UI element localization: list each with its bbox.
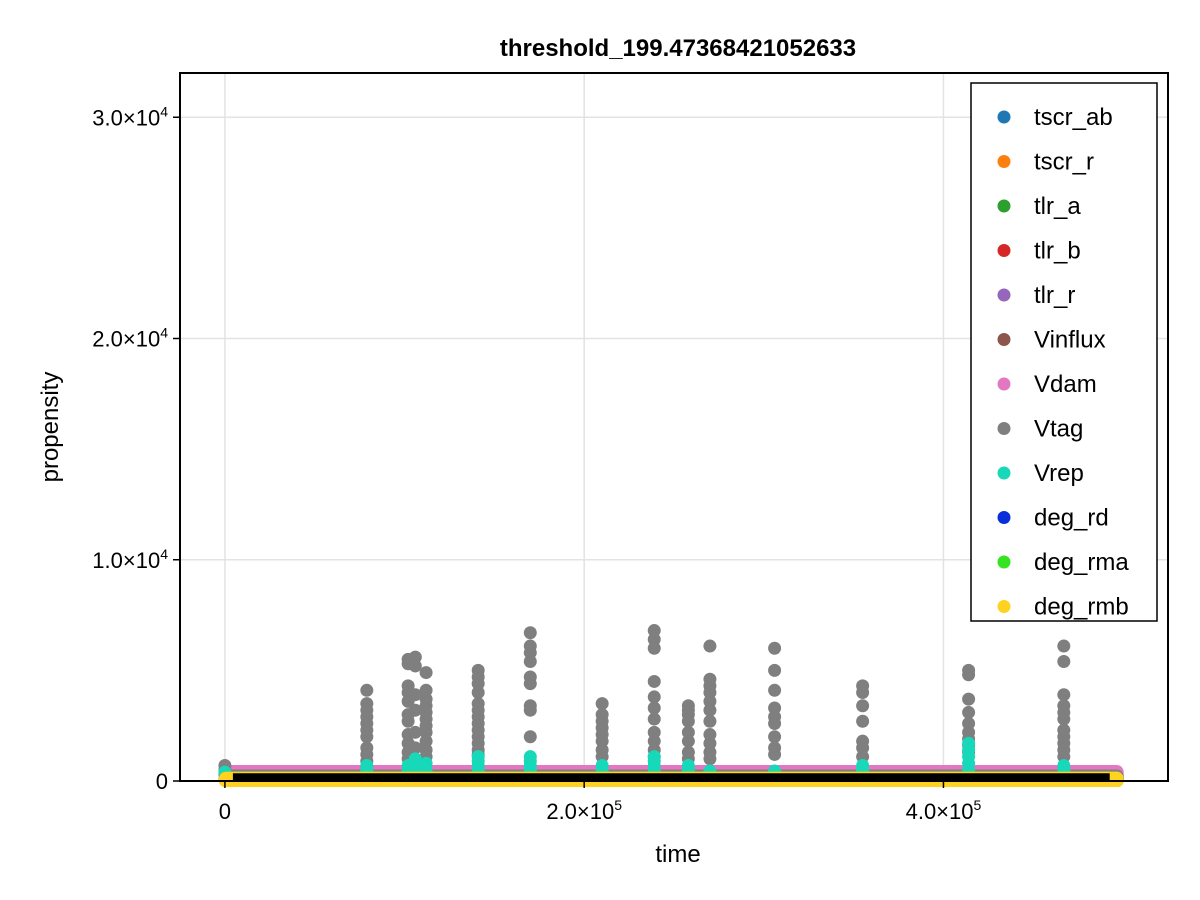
legend-marker bbox=[997, 244, 1011, 257]
data-point bbox=[768, 716, 782, 730]
data-point bbox=[408, 688, 422, 702]
legend-label: Vrep bbox=[1034, 460, 1084, 487]
data-point bbox=[962, 692, 976, 706]
data-point bbox=[1057, 639, 1071, 653]
data-point bbox=[703, 703, 717, 717]
data-point bbox=[408, 659, 422, 673]
data-point bbox=[523, 703, 537, 717]
data-point bbox=[856, 699, 870, 713]
legend-marker bbox=[997, 600, 1011, 613]
data-point bbox=[523, 730, 537, 744]
legend-box bbox=[970, 82, 1158, 622]
data-point bbox=[523, 626, 537, 640]
data-point bbox=[360, 759, 374, 773]
legend-marker bbox=[997, 155, 1011, 168]
legend-label: deg_rmb bbox=[1034, 594, 1129, 621]
data-point bbox=[419, 666, 433, 680]
plot-frame bbox=[179, 72, 1169, 782]
legend-marker bbox=[997, 511, 1011, 524]
data-point bbox=[408, 703, 422, 717]
data-point bbox=[360, 730, 374, 744]
data-point bbox=[856, 759, 870, 773]
legend-label: tlr_r bbox=[1034, 282, 1075, 309]
data-point bbox=[647, 750, 661, 764]
data-point bbox=[647, 641, 661, 655]
data-point bbox=[768, 683, 782, 697]
tick-labels: 0 2.0×105 4.0×105 0 1.0×104 2.0×104 3.0×104 bbox=[92, 103, 981, 824]
legend-label: deg_rd bbox=[1034, 505, 1109, 532]
y-tick-label: 1.0×104 bbox=[92, 546, 168, 573]
data-point bbox=[401, 714, 415, 728]
y-axis-label: propensity bbox=[37, 372, 64, 483]
data-point bbox=[408, 741, 422, 755]
data-point bbox=[856, 714, 870, 728]
data-point bbox=[471, 750, 485, 764]
data-point bbox=[647, 674, 661, 688]
x-tick-label: 0 bbox=[219, 799, 231, 824]
legend-label: Vtag bbox=[1034, 416, 1083, 443]
data-point bbox=[523, 677, 537, 691]
chart-title: threshold_199.47368421052633 bbox=[500, 35, 856, 62]
legend-marker bbox=[997, 199, 1011, 213]
legend-label: tlr_a bbox=[1034, 193, 1081, 220]
legend-marker bbox=[997, 333, 1011, 346]
data-point bbox=[360, 683, 374, 697]
data-point bbox=[1057, 655, 1071, 669]
legend-label: Vdam bbox=[1034, 371, 1097, 398]
overlapping-series-band bbox=[232, 773, 1110, 781]
data-point bbox=[962, 705, 976, 719]
x-tick-label: 4.0×105 bbox=[906, 797, 982, 824]
data-point bbox=[1057, 759, 1071, 773]
legend-marker bbox=[997, 110, 1011, 124]
data-point bbox=[962, 668, 976, 682]
legend-marker bbox=[997, 288, 1011, 302]
data-point bbox=[681, 734, 695, 748]
data-point bbox=[768, 747, 782, 761]
data-point bbox=[647, 690, 661, 704]
legend-label: tlr_b bbox=[1034, 238, 1081, 265]
legend-marker bbox=[997, 555, 1011, 569]
data-point bbox=[703, 752, 717, 766]
data-point bbox=[703, 714, 717, 728]
data-point bbox=[647, 701, 661, 715]
legend-label: deg_rma bbox=[1034, 549, 1129, 576]
data-point bbox=[681, 714, 695, 728]
data-point bbox=[523, 750, 537, 764]
data-point bbox=[768, 663, 782, 677]
legend-label: tscr_ab bbox=[1034, 104, 1113, 131]
data-point bbox=[419, 756, 433, 770]
plot-data bbox=[218, 624, 1124, 787]
data-point bbox=[1057, 688, 1071, 702]
data-point bbox=[1057, 712, 1071, 726]
data-point bbox=[768, 641, 782, 655]
legend-marker bbox=[997, 377, 1011, 391]
y-tick-label: 2.0×104 bbox=[92, 325, 168, 352]
data-point bbox=[595, 697, 609, 711]
data-point bbox=[681, 759, 695, 773]
data-point bbox=[595, 759, 609, 773]
y-tick-label: 0 bbox=[156, 769, 168, 794]
data-point bbox=[703, 639, 717, 653]
data-point bbox=[768, 730, 782, 744]
data-point bbox=[647, 712, 661, 726]
data-point bbox=[856, 686, 870, 699]
data-point bbox=[523, 655, 537, 669]
y-tick-label: 3.0×104 bbox=[92, 103, 168, 130]
legend-label: Vinflux bbox=[1034, 327, 1106, 354]
data-point bbox=[471, 686, 485, 699]
x-axis-label: time bbox=[655, 841, 700, 868]
data-point bbox=[408, 752, 422, 766]
x-tick-label: 2.0×105 bbox=[546, 797, 622, 824]
data-point bbox=[962, 736, 976, 750]
legend-label: tscr_r bbox=[1034, 149, 1094, 176]
legend: tscr_ab tscr_r tlr_a tlr_b tlr_r Vinflux Vdam V… bbox=[970, 82, 1158, 622]
legend-marker bbox=[997, 422, 1011, 435]
data-point bbox=[408, 725, 422, 739]
legend-marker bbox=[997, 466, 1011, 480]
